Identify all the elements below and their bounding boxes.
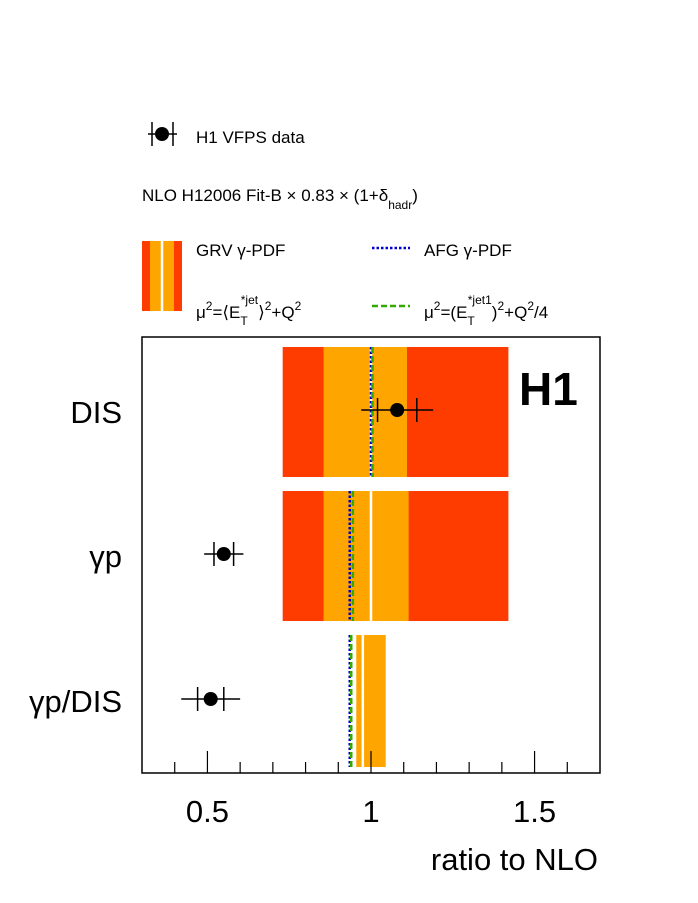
x-tick-label-2: 1.5 (513, 794, 556, 829)
plot-area: 0.5 1 1.5 DIS γp γp/DIS (29, 336, 601, 829)
x-tick-label-0: 0.5 (186, 794, 229, 829)
data-marker-1 (216, 547, 231, 561)
inner-band-1 (323, 491, 409, 621)
nlo-lines (348, 347, 374, 767)
data-points (181, 398, 434, 711)
data-marker-0 (390, 403, 405, 417)
legend-grv-label: GRV γ-PDF (196, 241, 285, 260)
category-label-2: γp/DIS (29, 684, 122, 719)
data-point-0 (361, 398, 434, 422)
nlo-bands (282, 347, 509, 767)
x-axis-label: ratio to NLO (431, 842, 598, 877)
x-axis-ticks (174, 751, 568, 773)
legend: H1 VFPS data NLO H12006 Fit-B × 0.83 × (… (142, 122, 548, 328)
x-tick-label-1: 1 (362, 794, 379, 829)
data-point-2 (181, 687, 241, 711)
inner-band-2 (356, 635, 386, 767)
legend-data-marker (148, 122, 177, 146)
legend-nlo-label: NLO H12006 Fit-B × 0.83 × (1+δhadr) (142, 186, 418, 212)
legend-scale2-label: μ2=(ET*jet1)2+Q2/4 (424, 293, 548, 328)
legend-afg-label: AFG γ-PDF (424, 241, 512, 260)
data-marker-2 (203, 692, 218, 706)
legend-scale1-label: μ2=⟨ET*jet⟩2+Q2 (196, 293, 302, 328)
x-axis-tick-labels: 0.5 1 1.5 (186, 794, 556, 829)
category-label-1: γp (89, 539, 122, 574)
experiment-label: H1 (519, 363, 578, 415)
category-label-0: DIS (70, 395, 122, 430)
legend-data-label: H1 VFPS data (196, 128, 305, 147)
category-labels: DIS γp γp/DIS (29, 395, 122, 719)
legend-grv-swatch (142, 241, 182, 311)
data-point-1 (204, 542, 244, 566)
